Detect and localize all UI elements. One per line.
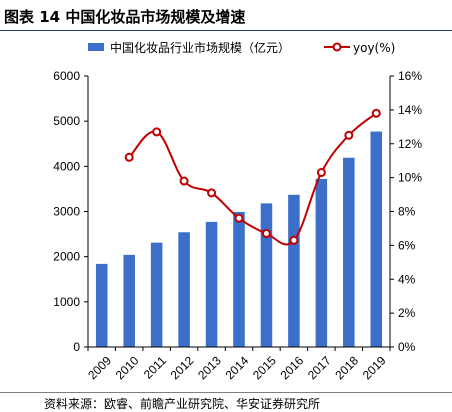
- y-right-tick-label: 0%: [398, 340, 416, 354]
- figure-title: 图表 14 中国化妆品市场规模及增速: [4, 8, 246, 26]
- x-tick-label: 2014: [223, 353, 252, 382]
- yoy-point-2013: [207, 188, 217, 198]
- y-right-tick-label: 12%: [398, 137, 422, 151]
- x-tick-label: 2012: [168, 353, 197, 382]
- legend-bar-swatch: [88, 43, 104, 51]
- bar-2012: [178, 232, 190, 347]
- x-tick-label: 2009: [85, 353, 114, 382]
- plot-area: 0 1000 2000 3000 4000 5000 6000 0% 2% 4% 6% 8% 10% 12…: [53, 69, 422, 382]
- bar-2018: [343, 157, 355, 347]
- source-rule: [0, 392, 452, 393]
- yoy-point-2015: [261, 229, 271, 239]
- y-right-tick-label: 10%: [398, 171, 422, 185]
- bar-2010: [123, 254, 135, 347]
- yoy-point-2011: [152, 127, 162, 137]
- x-tick-label: 2013: [195, 353, 224, 382]
- legend-line-label: yoy(%): [353, 41, 395, 55]
- yoy-line: [128, 112, 377, 246]
- y-left-tick-label: 5000: [53, 114, 80, 128]
- yoy-point-2012: [179, 176, 189, 186]
- legend-line-marker: [332, 42, 342, 52]
- bar-2013: [205, 221, 218, 347]
- y-left-tick-label: 1000: [53, 295, 80, 309]
- y-left-tick-label: 4000: [53, 159, 80, 173]
- title-rule: [0, 30, 452, 31]
- x-tick-label: 2019: [360, 353, 389, 382]
- source-note: 资料来源：欧睿、前瞻产业研究院、华安证券研究所: [44, 397, 321, 411]
- x-tick-label: 2017: [305, 353, 334, 382]
- legend: 中国化妆品行业市场规模（亿元） yoy(%): [88, 40, 395, 55]
- y-right-tick-label: 2%: [398, 306, 416, 320]
- x-tick-label: 2011: [141, 353, 169, 381]
- y-right-tick-label: 8%: [398, 205, 416, 219]
- x-tick-label: 2010: [113, 353, 142, 382]
- bar-2014: [233, 211, 245, 347]
- bar-2016: [288, 194, 300, 347]
- chart: 中国化妆品行业市场规模（亿元） yoy(%) 0 1000 2000 3000 4000…: [53, 40, 422, 382]
- y-right-tick-label: 6%: [398, 238, 416, 252]
- y-left-tick-label: 0: [73, 340, 80, 354]
- bar-2009: [95, 263, 108, 347]
- yoy-point-2010: [124, 152, 134, 162]
- bar-2011: [150, 242, 163, 347]
- y-left-tick-label: 3000: [53, 205, 80, 219]
- yoy-point-2018: [344, 130, 354, 140]
- yoy-point-2014: [234, 213, 244, 223]
- x-tick-label: 2016: [277, 353, 306, 382]
- bar-2017: [315, 178, 328, 347]
- y-right-tick-label: 4%: [398, 272, 416, 286]
- yoy-point-2016: [289, 235, 299, 245]
- y-left-tick-label: 2000: [53, 250, 80, 264]
- yoy-point-2017: [316, 168, 326, 178]
- x-tick-label: 2018: [332, 353, 361, 382]
- yoy-point-2019: [371, 108, 381, 118]
- y-right-tick-label: 14%: [398, 103, 422, 117]
- x-tick-label: 2015: [250, 353, 279, 382]
- y-left-tick-label: 6000: [53, 69, 80, 83]
- bar-2019: [370, 131, 383, 347]
- y-right-tick-label: 16%: [398, 69, 422, 83]
- legend-bar-label: 中国化妆品行业市场规模（亿元）: [110, 40, 290, 55]
- bar-2015: [260, 203, 273, 347]
